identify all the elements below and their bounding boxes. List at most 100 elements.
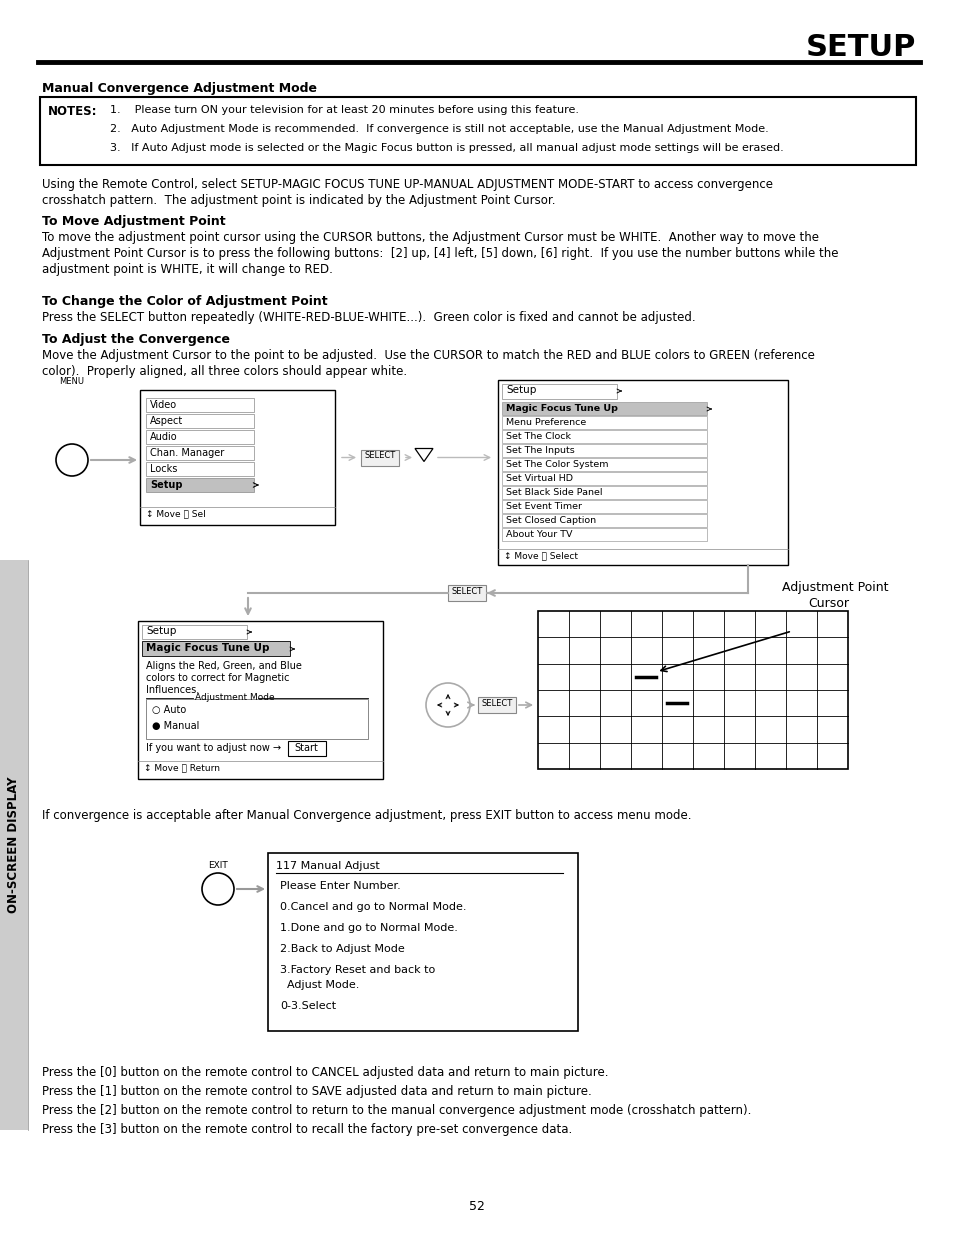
Bar — [142, 641, 290, 656]
Circle shape — [426, 683, 470, 727]
Text: NOTES:: NOTES: — [48, 105, 97, 119]
Bar — [146, 446, 253, 459]
Text: colors to correct for Magnetic: colors to correct for Magnetic — [146, 673, 289, 683]
Bar — [146, 414, 253, 429]
Text: Audio: Audio — [150, 432, 177, 442]
Text: Adjustment Point: Adjustment Point — [781, 580, 887, 594]
Bar — [40, 98, 915, 165]
Text: About Your TV: About Your TV — [505, 530, 572, 538]
Text: 3.Factory Reset and back to: 3.Factory Reset and back to — [280, 965, 435, 974]
Text: ↕ Move Ⓜ Return: ↕ Move Ⓜ Return — [144, 763, 220, 772]
Text: Chan. Manager: Chan. Manager — [150, 448, 224, 458]
Text: 1.    Please turn ON your television for at least 20 minutes before using this f: 1. Please turn ON your television for at… — [110, 105, 578, 115]
Text: Move the Adjustment Cursor to the point to be adjusted.  Use the CURSOR to match: Move the Adjustment Cursor to the point … — [42, 350, 814, 362]
Text: Cursor: Cursor — [807, 597, 848, 610]
Text: ↕ Move Ⓜ Select: ↕ Move Ⓜ Select — [503, 551, 578, 559]
Bar — [146, 462, 253, 475]
Bar — [138, 621, 382, 779]
Text: Using the Remote Control, select SETUP-MAGIC FOCUS TUNE UP-MANUAL ADJUSTMENT MOD: Using the Remote Control, select SETUP-M… — [42, 178, 772, 191]
Bar — [501, 403, 706, 415]
Bar — [501, 472, 706, 485]
Text: To Move Adjustment Point: To Move Adjustment Point — [42, 215, 226, 228]
Bar — [501, 500, 706, 513]
Circle shape — [56, 445, 88, 475]
Text: Set Event Timer: Set Event Timer — [505, 501, 581, 511]
Bar — [501, 514, 706, 527]
Text: 1.Done and go to Normal Mode.: 1.Done and go to Normal Mode. — [280, 923, 457, 932]
Text: EXIT: EXIT — [208, 861, 228, 869]
Text: adjustment point is WHITE, it will change to RED.: adjustment point is WHITE, it will chang… — [42, 263, 333, 275]
Text: Setup: Setup — [505, 385, 536, 395]
Text: Press the [3] button on the remote control to recall the factory pre-set converg: Press the [3] button on the remote contr… — [42, 1123, 572, 1136]
Bar — [501, 487, 706, 499]
Bar — [360, 450, 398, 466]
Bar — [146, 699, 368, 739]
Text: Locks: Locks — [150, 464, 177, 474]
Text: Menu Preference: Menu Preference — [505, 417, 586, 427]
Text: Press the [1] button on the remote control to SAVE adjusted data and return to m: Press the [1] button on the remote contr… — [42, 1086, 591, 1098]
Text: If you want to adjust now →: If you want to adjust now → — [146, 743, 281, 753]
Text: 3.   If Auto Adjust mode is selected or the Magic Focus button is pressed, all m: 3. If Auto Adjust mode is selected or th… — [110, 143, 783, 153]
Text: Set The Inputs: Set The Inputs — [505, 446, 574, 454]
Text: Video: Video — [150, 400, 177, 410]
Text: Press the [0] button on the remote control to CANCEL adjusted data and return to: Press the [0] button on the remote contr… — [42, 1066, 608, 1079]
Text: To Change the Color of Adjustment Point: To Change the Color of Adjustment Point — [42, 295, 327, 308]
Text: SETUP: SETUP — [804, 33, 915, 63]
Text: Adjust Mode.: Adjust Mode. — [280, 981, 359, 990]
Bar — [501, 458, 706, 471]
Text: color).  Properly aligned, all three colors should appear white.: color). Properly aligned, all three colo… — [42, 366, 407, 378]
Text: Aspect: Aspect — [150, 416, 183, 426]
Text: Set The Clock: Set The Clock — [505, 432, 571, 441]
Text: ON-SCREEN DISPLAY: ON-SCREEN DISPLAY — [8, 777, 20, 913]
Text: ○ Auto: ○ Auto — [152, 705, 186, 715]
Bar — [0, 559, 28, 1130]
Bar — [140, 390, 335, 525]
Text: crosshatch pattern.  The adjustment point is indicated by the Adjustment Point C: crosshatch pattern. The adjustment point… — [42, 194, 555, 207]
Text: Set The Color System: Set The Color System — [505, 459, 608, 469]
Text: Setup: Setup — [150, 480, 182, 490]
Bar — [146, 478, 253, 492]
Text: Aligns the Red, Green, and Blue: Aligns the Red, Green, and Blue — [146, 661, 301, 671]
Text: 0.Cancel and go to Normal Mode.: 0.Cancel and go to Normal Mode. — [280, 902, 466, 911]
Text: Press the [2] button on the remote control to return to the manual convergence a: Press the [2] button on the remote contr… — [42, 1104, 751, 1116]
Text: Please Enter Number.: Please Enter Number. — [280, 881, 400, 890]
Bar — [501, 529, 706, 541]
Bar — [501, 430, 706, 443]
Bar — [268, 853, 578, 1031]
Text: Press the SELECT button repeatedly (WHITE-RED-BLUE-WHITE...).  Green color is fi: Press the SELECT button repeatedly (WHIT… — [42, 311, 695, 324]
Bar — [146, 398, 253, 412]
Text: Setup: Setup — [146, 626, 176, 636]
Text: SELECT: SELECT — [452, 587, 483, 597]
Text: If convergence is acceptable after Manual Convergence adjustment, press EXIT but: If convergence is acceptable after Manua… — [42, 809, 691, 823]
Bar — [537, 611, 847, 769]
Text: 2.Back to Adjust Mode: 2.Back to Adjust Mode — [280, 944, 404, 953]
Bar — [448, 585, 485, 601]
Text: SELECT: SELECT — [365, 452, 395, 461]
Text: Influences.: Influences. — [146, 685, 199, 695]
Text: Magic Focus Tune Up: Magic Focus Tune Up — [505, 404, 618, 412]
Text: To move the adjustment point cursor using the CURSOR buttons, the Adjustment Cur: To move the adjustment point cursor usin… — [42, 231, 818, 245]
Text: Set Closed Caption: Set Closed Caption — [505, 516, 596, 525]
Text: ↕ Move Ⓜ Sel: ↕ Move Ⓜ Sel — [146, 509, 206, 517]
Text: To Adjust the Convergence: To Adjust the Convergence — [42, 333, 230, 346]
Text: Set Virtual HD: Set Virtual HD — [505, 474, 573, 483]
Polygon shape — [415, 448, 433, 462]
Text: 0-3.Select: 0-3.Select — [280, 1002, 335, 1011]
Bar — [146, 430, 253, 445]
Text: 52: 52 — [469, 1200, 484, 1213]
Text: Magic Focus Tune Up: Magic Focus Tune Up — [146, 643, 269, 653]
Bar — [477, 697, 516, 713]
Text: MENU: MENU — [59, 377, 85, 387]
Bar — [288, 741, 326, 756]
Text: ● Manual: ● Manual — [152, 721, 199, 731]
Text: Adjustment Mode: Adjustment Mode — [194, 693, 274, 701]
Bar — [142, 625, 247, 638]
Text: Manual Convergence Adjustment Mode: Manual Convergence Adjustment Mode — [42, 82, 316, 95]
Bar — [501, 445, 706, 457]
Circle shape — [202, 873, 233, 905]
Bar — [501, 416, 706, 429]
Bar — [501, 384, 617, 399]
Text: 2.   Auto Adjustment Mode is recommended.  If convergence is still not acceptabl: 2. Auto Adjustment Mode is recommended. … — [110, 124, 768, 135]
Text: SELECT: SELECT — [481, 699, 513, 708]
Text: 117 Manual Adjust: 117 Manual Adjust — [275, 861, 379, 871]
